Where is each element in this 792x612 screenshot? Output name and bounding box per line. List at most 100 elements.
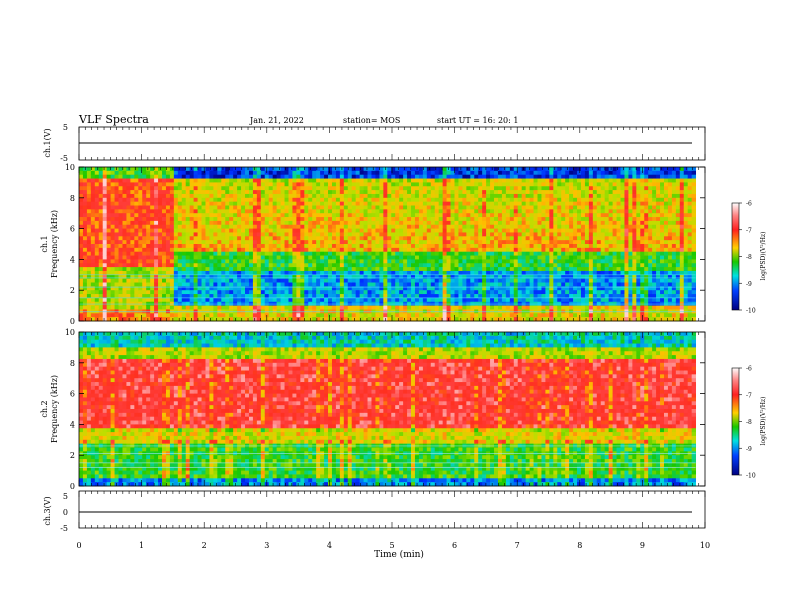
spectrogram-cell: [387, 197, 392, 203]
spectrogram-cell: [165, 263, 171, 268]
spectrogram-cell: [130, 244, 135, 249]
spectrogram-cell: [229, 193, 234, 199]
spectrogram-cell: [114, 178, 119, 183]
spectrogram-cell: [482, 232, 487, 237]
spectrogram-cell: [150, 297, 155, 303]
spectrogram-cell: [150, 197, 155, 203]
spectrogram-cell: [181, 209, 187, 214]
spectrogram-cell: [142, 317, 147, 322]
spectrogram-cell: [339, 297, 345, 303]
spectrogram-cell: [569, 255, 574, 260]
spectrogram-cell: [399, 232, 404, 237]
spectrogram-cell: [193, 236, 198, 241]
spectrogram-cell: [434, 282, 440, 287]
spectrogram-cell: [162, 282, 167, 287]
spectrogram-cell: [94, 274, 100, 280]
spectrogram-cell: [229, 209, 234, 214]
spectrogram-cell: [466, 232, 471, 237]
spectrogram-cell: [328, 259, 333, 264]
spectrogram-cell: [304, 197, 309, 203]
spectrogram-cell: [458, 220, 463, 226]
spectrogram-cell: [280, 186, 285, 191]
spectrogram-cell: [142, 290, 147, 295]
spectrogram-cell: [225, 313, 230, 318]
spectrogram-cell: [383, 259, 388, 264]
spectrogram-cell: [367, 282, 372, 287]
spectrogram-cell: [328, 174, 333, 179]
spectrogram-cell: [422, 255, 428, 260]
spectrogram-cell: [185, 255, 191, 260]
spectrogram-cell: [383, 247, 388, 253]
spectrogram-cell: [241, 251, 246, 256]
spectrogram-cell: [320, 305, 325, 310]
spectrogram-cell: [446, 224, 451, 229]
spectrogram-cell: [482, 290, 487, 295]
spectrogram-cell: [169, 190, 175, 195]
spectrogram-cell: [414, 290, 420, 295]
spectrogram-cell: [557, 286, 562, 291]
spectrogram-cell: [146, 263, 151, 268]
spectrogram-cell: [173, 278, 179, 283]
spectrogram-cell: [165, 232, 171, 237]
spectrogram-cell: [221, 244, 226, 249]
spectrogram-cell: [114, 294, 119, 299]
spectrogram-cell: [391, 193, 396, 199]
spectrogram-cell: [98, 263, 104, 268]
spectrogram-cell: [150, 270, 155, 276]
spectrogram-cell: [486, 190, 491, 195]
spectrogram-cell: [505, 201, 511, 206]
spectrogram-cell: [237, 297, 242, 303]
spectrogram-cell: [561, 267, 566, 272]
spectrogram-cell: [549, 263, 554, 268]
spectrogram-cell: [177, 297, 183, 303]
spectrogram-cell: [256, 167, 262, 172]
spectrogram-cell: [173, 197, 179, 203]
spectrogram-cell: [418, 209, 424, 214]
spectrogram-cell: [434, 259, 440, 264]
spectrogram-cell: [264, 244, 270, 249]
spectrogram-cell: [292, 170, 297, 176]
spectrogram-cell: [264, 217, 270, 222]
spectrogram-cell: [241, 313, 246, 318]
spectrogram-cell: [482, 197, 487, 203]
spectrogram-cell: [343, 290, 349, 295]
spectrogram-cell: [351, 190, 357, 195]
spectrogram-cell: [359, 297, 364, 303]
spectrogram-cell: [351, 193, 357, 199]
spectrogram-cell: [395, 274, 400, 280]
spectrogram-cell: [339, 217, 345, 222]
spectrogram-cell: [458, 182, 463, 187]
spectrogram-cell: [379, 220, 384, 226]
spectrogram-cell: [347, 290, 353, 295]
spectrogram-cell: [494, 228, 499, 233]
spectrogram-cell: [569, 220, 574, 226]
spectrogram-cell: [130, 263, 135, 268]
spectrogram-cell: [79, 278, 84, 283]
spectrogram-cell: [221, 232, 226, 237]
spectrogram-cell: [268, 213, 274, 218]
spectrogram-cell: [221, 294, 226, 299]
spectrogram-cell: [86, 178, 92, 183]
spectrogram-cell: [86, 213, 92, 218]
spectrogram-cell: [189, 209, 195, 214]
spectrogram-cell: [90, 197, 96, 203]
spectrogram-cell: [241, 186, 246, 191]
spectrogram-cell: [173, 294, 179, 299]
spectrogram-cell: [545, 213, 550, 218]
spectrogram-cell: [193, 228, 198, 233]
spectrogram-cell: [169, 297, 175, 303]
spectrogram-cell: [561, 186, 566, 191]
spectrogram-cell: [300, 244, 305, 249]
spectrogram-cell: [478, 213, 483, 218]
spectrogram-cell: [517, 263, 523, 268]
spectrogram-cell: [533, 251, 538, 256]
spectrogram-cell: [482, 278, 487, 283]
spectrogram-cell: [446, 201, 451, 206]
spectrogram-cell: [169, 255, 175, 260]
spectrogram-cell: [102, 197, 108, 203]
spectrogram-cell: [355, 197, 361, 203]
spectrogram-cell: [102, 274, 108, 280]
spectrogram-cell: [553, 255, 558, 260]
spectrogram-cell: [225, 267, 230, 272]
spectrogram-cell: [205, 290, 210, 295]
